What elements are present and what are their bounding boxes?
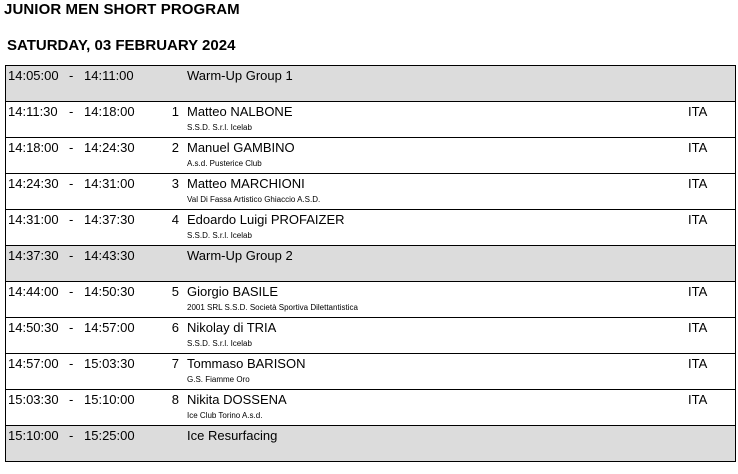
time-separator: - (69, 356, 74, 371)
nation-code: ITA (688, 320, 708, 335)
end-time: 15:10:00 (84, 392, 135, 407)
start-time: 14:37:30 (8, 248, 59, 263)
time-separator: - (69, 392, 74, 407)
time-separator: - (69, 428, 74, 443)
skater-name: Tommaso BARISON (187, 356, 306, 371)
club-name: S.S.D. S.r.l. Icelab (187, 123, 252, 132)
nation-code: ITA (688, 176, 708, 191)
schedule-row-skater: 14:31:00-14:37:30 4 Edoardo Luigi PROFAIZE… (5, 210, 736, 246)
skater-name: Edoardo Luigi PROFAIZER (187, 212, 345, 227)
schedule-table: 14:05:00-14:11:00 Warm-Up Group 1 14:11:30… (5, 65, 736, 462)
start-time: 14:31:00 (8, 212, 59, 227)
end-time: 15:25:00 (84, 428, 135, 443)
schedule-row-event: 14:05:00-14:11:00 Warm-Up Group 1 (5, 66, 736, 102)
end-time: 14:24:30 (84, 140, 135, 155)
start-time: 15:10:00 (8, 428, 59, 443)
time-separator: - (69, 140, 74, 155)
schedule-row-skater: 14:57:00-15:03:30 7 Tommaso BARISON G.S. Fi… (5, 354, 736, 390)
end-time: 14:57:00 (84, 320, 135, 335)
time-separator: - (69, 176, 74, 191)
skater-name: Giorgio BASILE (187, 284, 279, 299)
time-separator: - (69, 320, 74, 335)
nation-code: ITA (688, 212, 708, 227)
end-time: 15:03:30 (84, 356, 135, 371)
nation-code: ITA (688, 284, 708, 299)
start-time: 14:05:00 (8, 68, 59, 83)
start-number: 4 (171, 212, 179, 227)
schedule-row-skater: 14:11:30-14:18:00 1 Matteo NALBONE S.S.D. S… (5, 102, 736, 138)
club-name: Ice Club Torino A.s.d. (187, 411, 263, 420)
time-separator: - (69, 212, 74, 227)
start-time: 14:44:00 (8, 284, 59, 299)
end-time: 14:37:30 (84, 212, 135, 227)
start-time: 14:18:00 (8, 140, 59, 155)
end-time: 14:31:00 (84, 176, 135, 191)
schedule-row-event: 14:37:30-14:43:30 Warm-Up Group 2 (5, 246, 736, 282)
schedule-date: SATURDAY, 03 FEBRUARY 2024 (7, 37, 236, 54)
skater-name: Manuel GAMBINO (187, 140, 295, 155)
schedule-row-skater: 14:50:30-14:57:00 6 Nikolay di TRIA S.S.D. … (5, 318, 736, 354)
start-time: 14:50:30 (8, 320, 59, 335)
skater-name: Matteo NALBONE (187, 104, 293, 119)
document-title: JUNIOR MEN SHORT PROGRAM (4, 1, 240, 18)
nation-code: ITA (688, 356, 708, 371)
club-name: 2001 SRL S.S.D. Società Sportiva Diletta… (187, 303, 358, 312)
end-time: 14:50:30 (84, 284, 135, 299)
time-separator: - (69, 68, 74, 83)
club-name: S.S.D. S.r.l. Icelab (187, 339, 252, 348)
schedule-row-event: 15:10:00-15:25:00 Ice Resurfacing (5, 426, 736, 462)
end-time: 14:18:00 (84, 104, 135, 119)
start-number: 6 (171, 320, 179, 335)
club-name: G.S. Fiamme Oro (187, 375, 250, 384)
start-number: 3 (171, 176, 179, 191)
start-number: 5 (171, 284, 179, 299)
start-number: 7 (171, 356, 179, 371)
skater-name: Matteo MARCHIONI (187, 176, 305, 191)
nation-code: ITA (688, 392, 708, 407)
schedule-row-skater: 14:24:30-14:31:00 3 Matteo MARCHIONI Val Di… (5, 174, 736, 210)
start-time: 14:57:00 (8, 356, 59, 371)
end-time: 14:43:30 (84, 248, 135, 263)
nation-code: ITA (688, 140, 708, 155)
start-time: 14:11:30 (8, 104, 58, 119)
schedule-row-skater: 15:03:30-15:10:00 8 Nikita DOSSENA Ice Club… (5, 390, 736, 426)
start-number: 1 (171, 104, 179, 119)
club-name: S.S.D. S.r.l. Icelab (187, 231, 252, 240)
time-separator: - (69, 248, 74, 263)
nation-code: ITA (688, 104, 708, 119)
skater-name: Nikita DOSSENA (187, 392, 287, 407)
club-name: Val Di Fassa Artistico Ghiaccio A.S.D. (187, 195, 321, 204)
club-name: A.s.d. Pusterice Club (187, 159, 262, 168)
schedule-row-skater: 14:18:00-14:24:30 2 Manuel GAMBINO A.s.d. P… (5, 138, 736, 174)
start-number: 8 (171, 392, 179, 407)
end-time: 14:11:00 (84, 68, 134, 83)
start-number: 2 (171, 140, 179, 155)
skater-name: Nikolay di TRIA (187, 320, 277, 335)
event-label: Warm-Up Group 2 (187, 248, 293, 263)
event-label: Ice Resurfacing (187, 428, 278, 443)
start-time: 14:24:30 (8, 176, 59, 191)
event-label: Warm-Up Group 1 (187, 68, 293, 83)
start-time: 15:03:30 (8, 392, 59, 407)
time-separator: - (69, 104, 74, 119)
schedule-row-skater: 14:44:00-14:50:30 5 Giorgio BASILE 2001 SRL… (5, 282, 736, 318)
time-separator: - (69, 284, 74, 299)
